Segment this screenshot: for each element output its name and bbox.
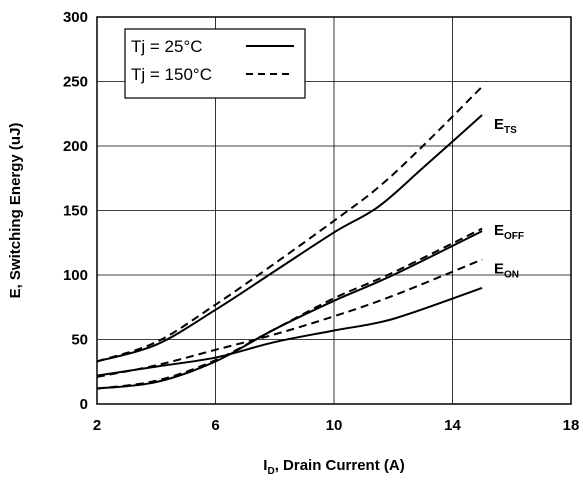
- x-tick-label: 2: [93, 417, 101, 434]
- legend-entry-150c: Tj = 150°C: [131, 65, 212, 84]
- series-eoff-150c: [96, 227, 483, 390]
- curve-label-ets: ETS: [494, 116, 517, 136]
- plot-frame: [96, 16, 572, 405]
- series-ets-25c: [96, 114, 483, 363]
- x-tick-label: 10: [326, 417, 343, 434]
- series-eon-25c: [96, 286, 483, 377]
- x-tick-label: 6: [211, 417, 219, 434]
- x-tick-label: 18: [563, 417, 580, 434]
- y-tick-label: 250: [63, 74, 88, 91]
- y-axis-label: E, Switching Energy (uJ): [7, 123, 24, 299]
- legend-entry-25c: Tj = 25°C: [131, 37, 203, 56]
- series-eoff-25c: [96, 230, 483, 390]
- legend: Tj = 25°C Tj = 150°C: [124, 28, 306, 99]
- y-tick-label: 300: [63, 9, 88, 26]
- series-layer: [96, 85, 483, 390]
- y-tick-label: 0: [80, 396, 88, 413]
- curve-labels: ETS EOFF EON: [494, 116, 524, 280]
- legend-box: [124, 28, 306, 99]
- series-ets-150c: [96, 85, 483, 363]
- series-eon-150c: [96, 258, 483, 378]
- x-tick-label: 14: [444, 417, 461, 434]
- y-tick-label: 50: [71, 332, 88, 349]
- tick-labels: 2 6 10 14 18 0 50 100 150 200 250 300: [63, 9, 579, 434]
- curve-label-eoff: EOFF: [494, 222, 524, 242]
- curve-label-eon: EON: [494, 261, 519, 281]
- x-axis-label: ID, Drain Current (A): [263, 457, 404, 477]
- y-tick-label: 150: [63, 203, 88, 220]
- y-tick-label: 100: [63, 267, 88, 284]
- y-tick-label: 200: [63, 138, 88, 155]
